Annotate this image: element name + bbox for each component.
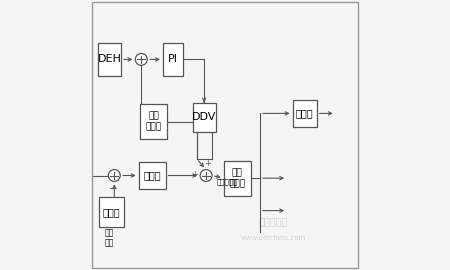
Circle shape (135, 53, 147, 65)
Text: DDV: DDV (192, 112, 216, 123)
Text: 信号
分配器: 信号 分配器 (229, 168, 245, 188)
Bar (224, 161, 251, 196)
Text: 电子发烧友: 电子发烧友 (259, 216, 288, 227)
Bar (99, 197, 124, 227)
Circle shape (200, 170, 212, 181)
Text: DEH: DEH (98, 54, 122, 65)
Circle shape (108, 170, 120, 181)
Bar (193, 103, 216, 132)
Text: www.elecfans.com: www.elecfans.com (241, 235, 306, 241)
Bar (98, 43, 121, 76)
Bar (140, 104, 167, 139)
Bar (292, 100, 317, 127)
Text: −: − (109, 184, 117, 194)
Text: +: + (204, 159, 211, 168)
Text: PI: PI (168, 54, 178, 65)
Text: 放大器: 放大器 (143, 170, 161, 181)
Text: 总阀位信号: 总阀位信号 (217, 178, 238, 185)
Text: 信号
检测器: 信号 检测器 (145, 112, 162, 131)
Text: 转速
信号: 转速 信号 (104, 228, 113, 248)
Text: +: + (191, 170, 198, 179)
Bar (139, 162, 166, 189)
Text: 调速器: 调速器 (103, 207, 121, 217)
Bar (163, 43, 183, 76)
Text: 油动机: 油动机 (296, 108, 314, 119)
